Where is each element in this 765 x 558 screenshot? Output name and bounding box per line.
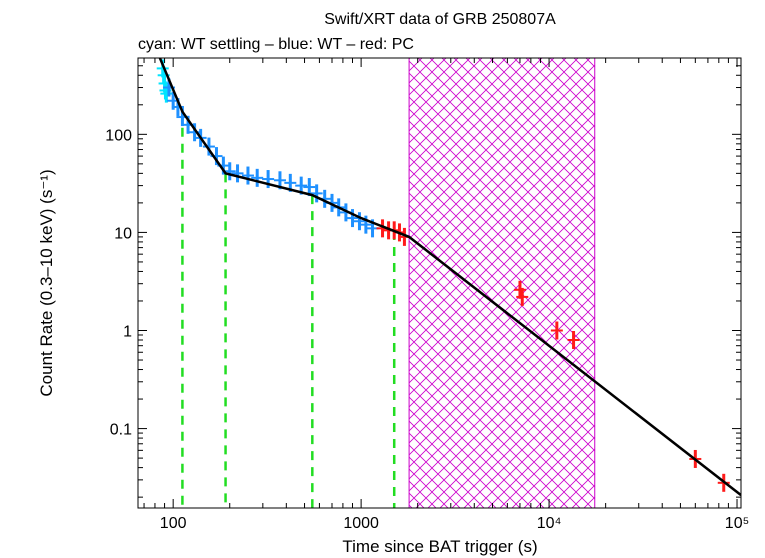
axis-ticks-layer: 100 1000 10⁴ 10⁵ 0.1 1 10 100: [105, 57, 749, 532]
excluded-interval-layer: [408, 58, 596, 508]
x-tick-label: 10⁴: [537, 515, 562, 532]
model-layer: [158, 58, 741, 497]
chart-title: Swift/XRT data of GRB 250807A: [324, 11, 556, 28]
x-tick-label: 100: [160, 515, 187, 532]
excluded-interval-region: [408, 58, 596, 508]
x-tick-label: 1000: [343, 515, 379, 532]
chart-subtitle: cyan: WT settling – blue: WT – red: PC: [138, 36, 414, 53]
data-points-layer: [156, 59, 730, 492]
y-tick-label: 100: [105, 127, 132, 144]
model-fit-line: [158, 58, 741, 497]
break-lines-layer: [181, 111, 396, 508]
y-tick-label: 10: [114, 225, 132, 242]
y-axis-label: Count Rate (0.3–10 keV) (s⁻¹): [37, 169, 56, 396]
y-tick-label: 0.1: [110, 422, 132, 439]
plot-frame: [137, 57, 742, 509]
x-tick-label: 10⁵: [725, 515, 749, 532]
x-axis-label: Time since BAT trigger (s): [342, 537, 537, 556]
y-tick-label: 1: [123, 323, 132, 340]
